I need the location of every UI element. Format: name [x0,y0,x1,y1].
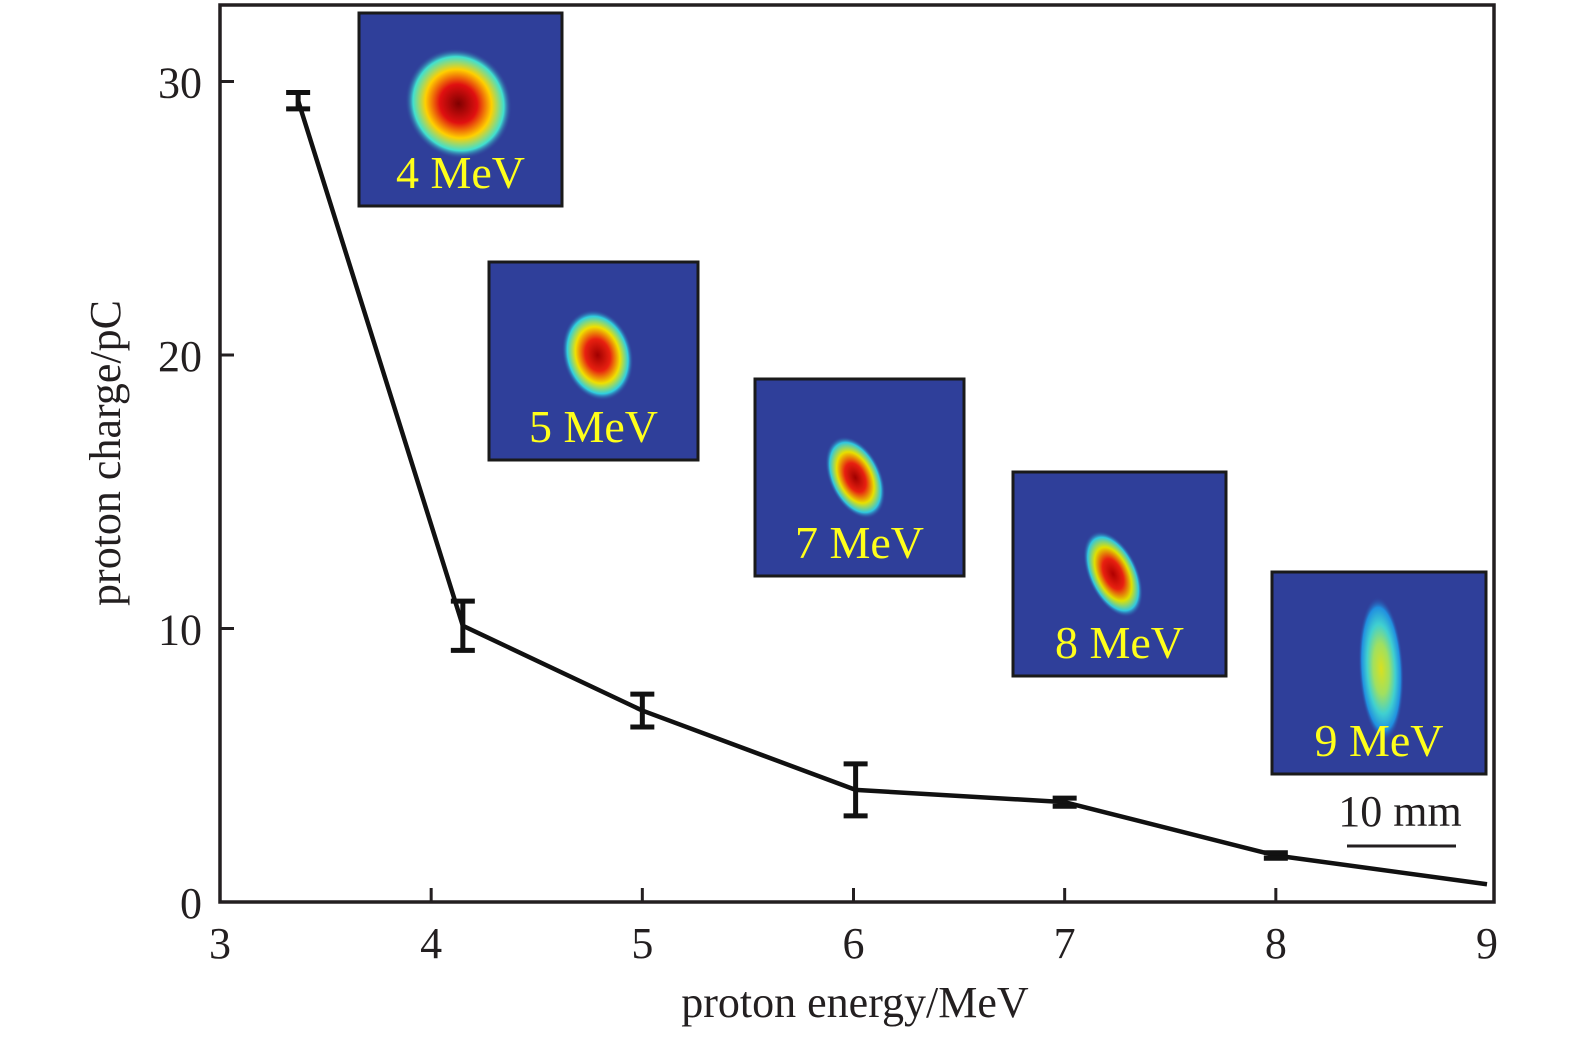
plot-frame [218,3,1496,904]
y-tick-label: 10 [158,606,202,655]
beam-spot [825,436,886,519]
inset-images: 4 MeV 5 MeV 7 MeV 8 MeV 9 MeV [357,11,1488,776]
data-point [843,761,868,819]
x-tick-label: 9 [1476,919,1498,968]
inset-label: 5 MeV [529,401,658,452]
beam-spot [561,309,634,401]
data-point [1052,795,1077,809]
inset-image: 9 MeV [1270,570,1488,776]
y-tick-label: 30 [158,59,202,108]
data-series [286,89,1488,887]
beam-spot [405,48,512,160]
axes: 3 4 5 6 7 8 9 0 10 20 30 [158,3,1498,968]
y-tick-label: 0 [180,879,202,928]
inset-label: 4 MeV [396,147,525,198]
y-axis-title: proton charge/pC [81,300,130,606]
beam-spot [1358,596,1404,742]
inset-image: 8 MeV [1011,470,1228,678]
data-point [286,89,311,112]
inset-label: 7 MeV [795,517,924,568]
data-point [630,691,655,730]
x-tick-label: 5 [631,919,653,968]
scale-bar: 10 mm [1338,787,1462,848]
inset-image: 5 MeV [487,260,700,462]
x-tick-label: 6 [843,919,865,968]
x-tick-label: 8 [1265,919,1287,968]
inset-image: 7 MeV [753,377,966,578]
scale-bar-label: 10 mm [1338,787,1461,836]
beam-spot [1083,530,1144,618]
inset-image: 4 MeV [357,11,564,208]
data-point [1263,850,1288,861]
data-point [450,598,475,653]
x-axis-title: proton energy/MeV [681,978,1029,1027]
y-tick-label: 20 [158,332,202,381]
x-tick-label: 4 [420,919,442,968]
x-tick-label: 3 [209,919,231,968]
inset-label: 8 MeV [1055,617,1184,668]
inset-background [487,260,700,462]
inset-label: 9 MeV [1314,715,1443,766]
x-tick-label: 7 [1054,919,1076,968]
